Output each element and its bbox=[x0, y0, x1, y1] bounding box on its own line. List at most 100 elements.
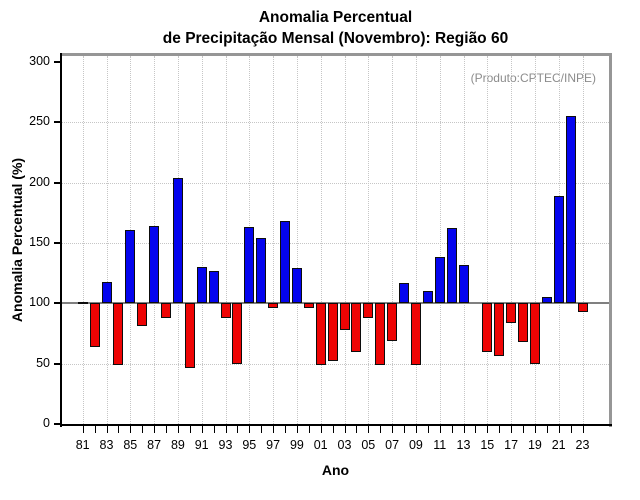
x-tick-20 bbox=[546, 426, 548, 433]
bar-00 bbox=[303, 303, 314, 309]
x-tick-18 bbox=[523, 426, 524, 433]
x-tick-label-01: 01 bbox=[313, 438, 328, 452]
x-tick-label-23: 23 bbox=[575, 438, 590, 452]
x-tick-19 bbox=[534, 426, 536, 433]
bar-92 bbox=[208, 270, 219, 304]
x-tick-96 bbox=[261, 426, 263, 433]
y-tick-label-250: 250 bbox=[29, 114, 50, 129]
x-tick-02 bbox=[332, 426, 334, 433]
x-tick-99 bbox=[296, 426, 298, 433]
x-tick-label-89: 89 bbox=[170, 438, 185, 452]
plot-frame-top bbox=[60, 53, 612, 56]
v-gridline-13 bbox=[463, 56, 465, 424]
x-tick-88 bbox=[166, 426, 167, 433]
x-tick-label-91: 91 bbox=[194, 438, 209, 452]
v-gridline-83 bbox=[106, 56, 108, 424]
bar-89 bbox=[172, 177, 183, 304]
bar-04 bbox=[351, 303, 362, 352]
x-tick-06 bbox=[380, 426, 382, 433]
x-tick-84 bbox=[118, 426, 120, 433]
bar-96 bbox=[256, 238, 267, 304]
bar-88 bbox=[161, 303, 171, 318]
bar-83 bbox=[101, 281, 112, 304]
bar-18 bbox=[518, 303, 528, 342]
x-tick-label-81: 81 bbox=[75, 438, 90, 452]
v-gridline-99 bbox=[296, 56, 298, 424]
x-tick-21 bbox=[558, 426, 560, 433]
y-tick-200 bbox=[54, 181, 61, 184]
bar-97 bbox=[268, 303, 279, 309]
x-tick-05 bbox=[368, 426, 370, 433]
x-tick-22 bbox=[570, 426, 572, 433]
v-gridline-07 bbox=[392, 56, 394, 424]
bar-06 bbox=[375, 303, 386, 365]
bar-08 bbox=[399, 282, 409, 304]
x-tick-82 bbox=[94, 426, 96, 433]
bar-19 bbox=[529, 303, 540, 364]
bar-23 bbox=[577, 303, 588, 312]
v-gridline-05 bbox=[368, 56, 370, 424]
x-tick-23 bbox=[582, 426, 584, 433]
x-tick-label-03: 03 bbox=[337, 438, 352, 452]
x-tick-13 bbox=[463, 426, 465, 433]
x-tick-label-97: 97 bbox=[266, 438, 281, 452]
x-tick-11 bbox=[439, 426, 441, 433]
x-tick-label-15: 15 bbox=[480, 438, 495, 452]
x-tick-83 bbox=[106, 426, 108, 433]
chart-title-line2: de Precipitação Mensal (Novembro): Regiã… bbox=[162, 30, 509, 47]
x-axis-line bbox=[60, 424, 612, 426]
x-tick-label-83: 83 bbox=[99, 438, 114, 452]
bar-07 bbox=[387, 303, 398, 341]
x-tick-label-93: 93 bbox=[218, 438, 233, 452]
x-tick-92 bbox=[213, 426, 215, 433]
x-tick-10 bbox=[427, 426, 429, 433]
x-tick-label-19: 19 bbox=[527, 438, 542, 452]
h-gridline-200 bbox=[62, 182, 609, 184]
bar-10 bbox=[422, 291, 433, 304]
x-tick-85 bbox=[130, 426, 132, 433]
x-tick-93 bbox=[225, 426, 227, 433]
x-tick-label-95: 95 bbox=[242, 438, 257, 452]
bar-81 bbox=[77, 302, 88, 305]
bar-09 bbox=[410, 303, 421, 365]
x-tick-97 bbox=[273, 426, 275, 433]
x-tick-label-13: 13 bbox=[456, 438, 471, 452]
x-tick-label-99: 99 bbox=[289, 438, 304, 452]
y-tick-0 bbox=[54, 423, 61, 425]
y-tick-label-50: 50 bbox=[36, 355, 50, 370]
product-annotation: (Produto:CPTEC/INPE) bbox=[470, 71, 596, 85]
x-tick-label-21: 21 bbox=[551, 438, 566, 452]
x-tick-00 bbox=[308, 426, 310, 433]
bar-05 bbox=[363, 303, 374, 318]
v-gridline-93 bbox=[225, 56, 227, 424]
h-gridline-250 bbox=[62, 122, 609, 124]
bar-87 bbox=[149, 226, 160, 304]
bar-20 bbox=[541, 297, 552, 304]
v-gridline-23 bbox=[582, 56, 584, 424]
bar-02 bbox=[327, 303, 338, 362]
bar-12 bbox=[446, 228, 457, 304]
bar-11 bbox=[434, 257, 445, 304]
plot-frame-right bbox=[609, 53, 612, 427]
y-tick-label-100: 100 bbox=[29, 295, 50, 310]
bar-90 bbox=[184, 303, 195, 369]
bar-86 bbox=[137, 303, 148, 327]
v-gridline-81 bbox=[82, 56, 84, 424]
x-tick-17 bbox=[511, 426, 513, 433]
bar-01 bbox=[315, 303, 326, 365]
v-gridline-03 bbox=[344, 56, 346, 424]
bar-21 bbox=[553, 195, 564, 304]
x-tick-09 bbox=[415, 426, 417, 433]
bar-16 bbox=[494, 303, 505, 357]
x-tick-12 bbox=[451, 426, 453, 433]
bar-98 bbox=[280, 221, 290, 304]
h-gridline-50 bbox=[62, 363, 609, 365]
x-tick-08 bbox=[404, 426, 405, 433]
bar-13 bbox=[458, 264, 469, 304]
x-tick-15 bbox=[487, 426, 489, 433]
v-gridline-17 bbox=[511, 56, 513, 424]
x-tick-98 bbox=[285, 426, 286, 433]
bar-91 bbox=[196, 267, 207, 304]
bar-94 bbox=[232, 303, 243, 364]
